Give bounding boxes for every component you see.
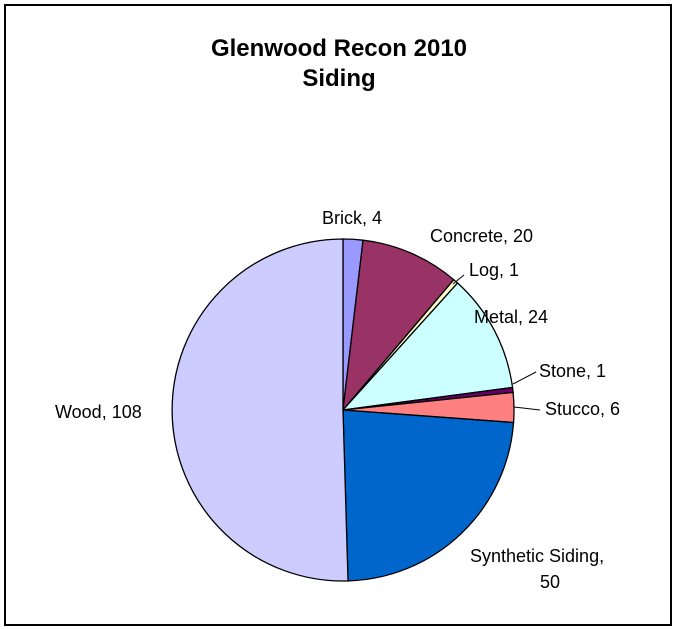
slice-label-concrete: Concrete, 20 [430,226,533,246]
slice-label-log: Log, 1 [469,260,519,280]
slice-label-synthetic-siding-value: 50 [540,572,560,592]
slice-label-metal: Metal, 24 [474,307,548,327]
pie-slice-wood [171,238,349,582]
pie-slice-concrete [342,239,455,413]
slice-label-stucco: Stucco, 6 [545,399,620,419]
chart-subtitle: Siding [302,65,376,92]
slice-label-synthetic-siding: Synthetic Siding, [470,546,604,566]
pie-slice-metal [341,282,514,411]
slice-label-stone: Stone, 1 [539,361,606,381]
slice-label-brick: Brick, 4 [322,208,382,228]
pie-slice-synthetic-siding [342,409,515,582]
slice-label-wood: Wood, 108 [55,402,142,422]
chart-title: Glenwood Recon 2010 [210,35,468,62]
leader-line-stucco [513,406,541,411]
leader-line-log [452,274,465,285]
leader-line-stone [512,371,537,385]
chart-title-block: Glenwood Recon 2010 Siding [0,34,678,94]
